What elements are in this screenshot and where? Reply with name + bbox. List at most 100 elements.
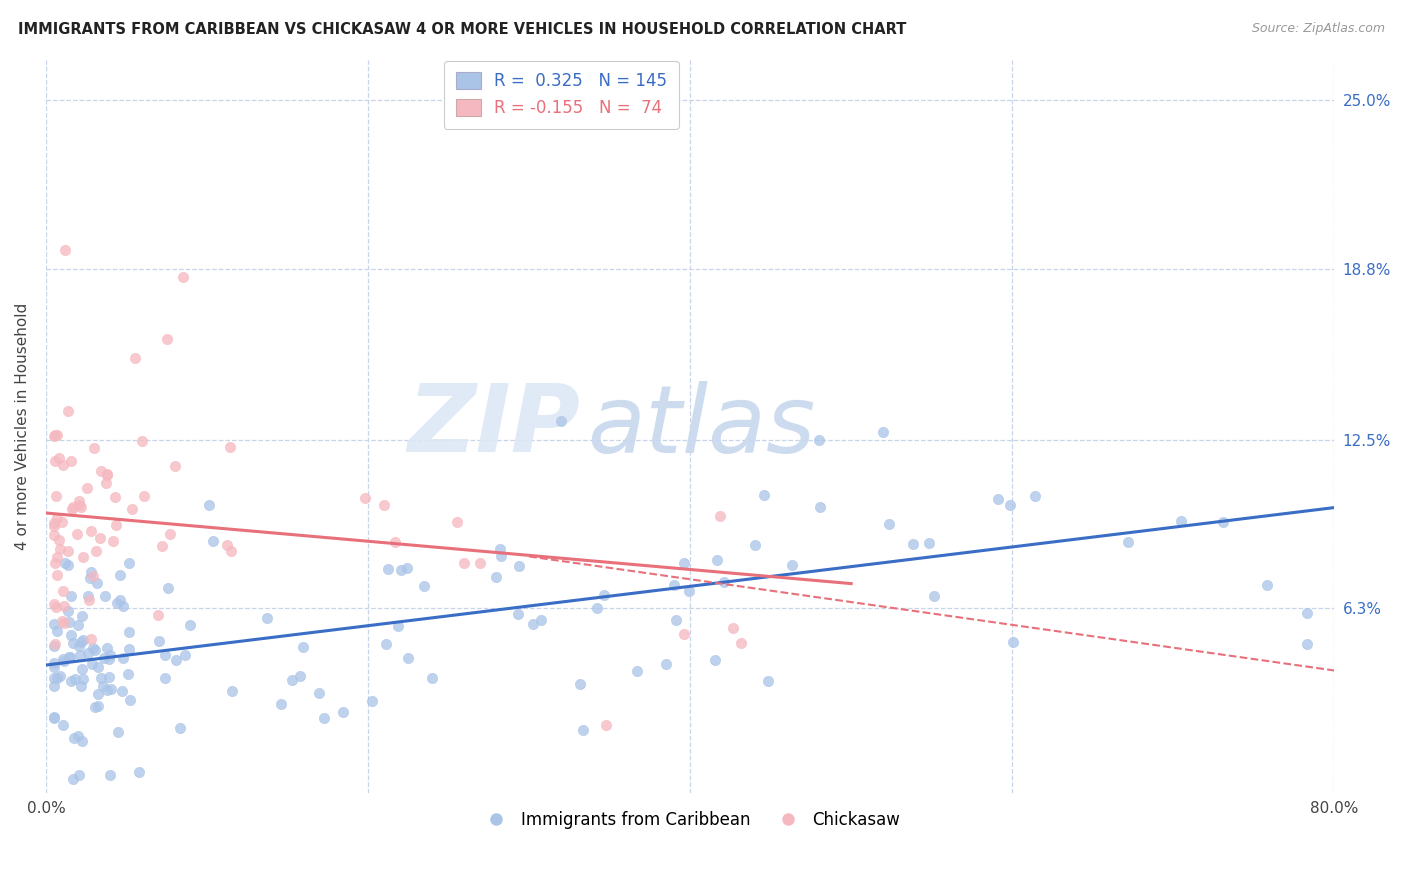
Point: [153, 648, 176, 662]
Point: [60, 453, 83, 467]
Point: [77, 646, 100, 660]
Point: [89, 531, 111, 545]
Point: [87, 687, 110, 701]
Point: [42, 617, 65, 632]
Point: [93, 651, 115, 665]
Text: ZIP: ZIP: [408, 380, 581, 472]
Point: [353, 491, 375, 505]
Point: [59, 673, 82, 688]
Point: [52, 583, 75, 598]
Point: [1170, 514, 1192, 528]
Point: [665, 614, 688, 628]
Point: [131, 434, 153, 448]
Point: [107, 725, 129, 739]
Point: [111, 651, 134, 665]
Point: [713, 574, 735, 589]
Text: Source: ZipAtlas.com: Source: ZipAtlas.com: [1251, 22, 1385, 36]
Point: [77, 592, 100, 607]
Point: [51, 614, 73, 628]
Point: [156, 581, 179, 595]
Point: [586, 601, 609, 615]
Point: [128, 765, 150, 780]
Point: [571, 723, 593, 738]
Point: [42, 518, 65, 533]
Point: [332, 705, 354, 719]
Point: [53, 599, 76, 613]
Point: [80, 657, 103, 672]
Point: [165, 653, 187, 667]
Point: [550, 414, 572, 428]
Point: [66, 618, 89, 632]
Point: [44, 556, 66, 570]
Point: [83, 442, 105, 456]
Point: [79, 571, 101, 585]
Point: [52, 717, 75, 731]
Point: [420, 672, 443, 686]
Point: [807, 433, 830, 447]
Point: [51, 652, 73, 666]
Point: [96, 640, 118, 655]
Point: [901, 537, 924, 551]
Point: [270, 697, 292, 711]
Point: [568, 677, 591, 691]
Point: [117, 666, 139, 681]
Point: [70, 635, 93, 649]
Point: [66, 527, 89, 541]
Point: [744, 538, 766, 552]
Point: [58, 558, 80, 573]
Point: [58, 615, 80, 629]
Point: [70, 734, 93, 748]
Point: [508, 607, 530, 621]
Point: [63, 672, 86, 686]
Point: [84, 544, 107, 558]
Point: [42, 429, 65, 443]
Point: [56, 544, 79, 558]
Point: [45, 489, 67, 503]
Point: [290, 669, 312, 683]
Point: [217, 538, 239, 552]
Point: [308, 686, 330, 700]
Point: [281, 673, 304, 688]
Point: [672, 626, 695, 640]
Point: [1001, 635, 1024, 649]
Point: [709, 508, 731, 523]
Point: [44, 637, 66, 651]
Point: [360, 694, 382, 708]
Point: [101, 534, 124, 549]
Point: [42, 528, 65, 542]
Point: [468, 556, 491, 570]
Point: [90, 671, 112, 685]
Point: [53, 243, 76, 257]
Point: [110, 592, 132, 607]
Point: [62, 635, 84, 649]
Point: [94, 476, 117, 491]
Point: [56, 604, 79, 618]
Point: [1212, 516, 1234, 530]
Point: [46, 568, 69, 582]
Point: [98, 768, 121, 782]
Point: [59, 589, 82, 603]
Point: [51, 516, 73, 530]
Point: [221, 683, 243, 698]
Point: [453, 556, 475, 570]
Point: [156, 332, 179, 346]
Point: [721, 622, 744, 636]
Text: IMMIGRANTS FROM CARIBBEAN VS CHICKASAW 4 OR MORE VEHICLES IN HOUSEHOLD CORRELATI: IMMIGRANTS FROM CARIBBEAN VS CHICKASAW 4…: [18, 22, 907, 37]
Point: [42, 516, 65, 530]
Point: [111, 599, 134, 614]
Point: [72, 672, 94, 686]
Point: [62, 772, 84, 786]
Point: [80, 524, 103, 538]
Point: [163, 459, 186, 474]
Point: [67, 498, 90, 512]
Point: [1295, 607, 1317, 621]
Point: [673, 556, 696, 570]
Point: [396, 651, 419, 665]
Point: [45, 599, 67, 614]
Point: [312, 711, 335, 725]
Point: [124, 351, 146, 366]
Point: [1295, 637, 1317, 651]
Point: [83, 699, 105, 714]
Point: [83, 642, 105, 657]
Point: [44, 454, 66, 468]
